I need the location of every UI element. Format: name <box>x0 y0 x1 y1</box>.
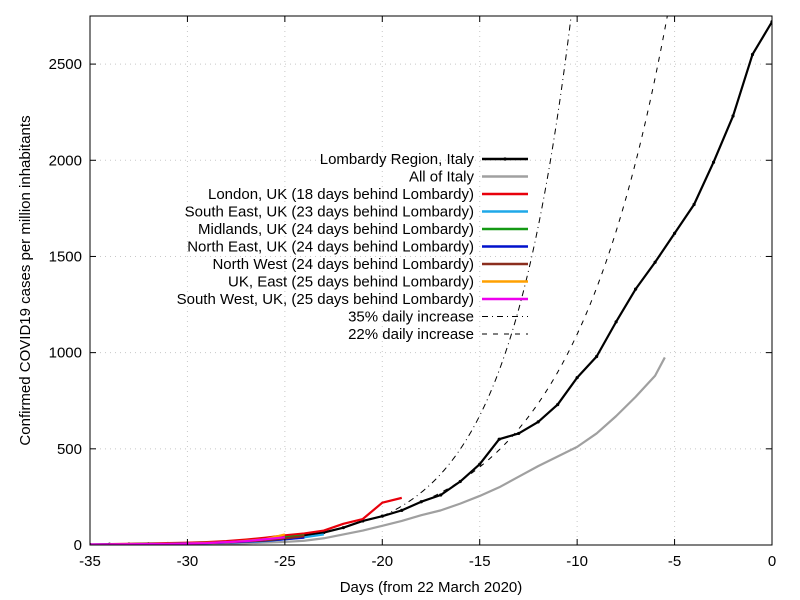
data-point <box>692 202 696 207</box>
data-point <box>458 479 462 484</box>
data-point <box>419 500 423 504</box>
x-tick-label: -20 <box>371 553 393 570</box>
legend-item: Lombardy Region, Italy <box>320 151 528 168</box>
legend-label: 35% daily increase <box>348 309 474 326</box>
data-point <box>575 376 579 380</box>
legend-item: North East, UK (24 days behind Lombardy) <box>187 239 528 256</box>
ticks: -35 -30 -25 -20 -15 -10 -5 0 0 500 1000 1500 2000 250… <box>49 16 776 570</box>
legend-label: 22% daily increase <box>348 326 474 343</box>
x-tick-label: -35 <box>79 553 101 570</box>
legend-label: North West (24 days behind Lombardy) <box>212 256 474 273</box>
legend-item: South East, UK (23 days behind Lombardy) <box>185 204 528 221</box>
data-point <box>400 508 404 512</box>
data-point <box>341 526 345 530</box>
data-point <box>731 114 735 118</box>
legend-item: UK, East (25 days behind Lombardy) <box>228 274 528 291</box>
legend-label: London, UK (18 days behind Lombardy) <box>208 186 474 203</box>
x-axis-label: Days (from 22 March 2020) <box>340 579 523 596</box>
x-tick-label: 0 <box>768 553 776 570</box>
legend-label: South West, UK, (25 days behind Lombardy… <box>177 291 474 308</box>
legend-label: Lombardy Region, Italy <box>320 151 475 168</box>
data-point <box>672 231 677 235</box>
data-point <box>614 320 618 324</box>
data-point <box>634 287 638 291</box>
legend-label: South East, UK (23 days behind Lombardy) <box>185 204 474 221</box>
x-tick-label: -15 <box>469 553 491 570</box>
data-point <box>517 431 521 436</box>
legend-item: 35% daily increase <box>348 309 528 326</box>
y-tick-label: 500 <box>57 441 82 458</box>
data-point <box>750 52 755 57</box>
legend-item: London, UK (18 days behind Lombardy) <box>208 186 528 203</box>
x-tick-label: -30 <box>177 553 199 570</box>
legend-label: All of Italy <box>409 169 475 186</box>
legend-item: 22% daily increase <box>348 326 528 343</box>
series-line <box>90 536 285 545</box>
y-tick-label: 2000 <box>49 152 82 169</box>
series-line <box>382 16 572 517</box>
legend-label: North East, UK (24 days behind Lombardy) <box>187 239 474 256</box>
y-tick-label: 0 <box>74 537 82 554</box>
y-tick-label: 1000 <box>49 345 82 362</box>
series-south-west-uk-25-days-behind-lombardy <box>90 536 285 545</box>
legend-label: UK, East (25 days behind Lombardy) <box>228 274 474 291</box>
legend-item: All of Italy <box>409 169 528 186</box>
legend-item: South West, UK, (25 days behind Lombardy… <box>177 291 528 308</box>
legend-item: North West (24 days behind Lombardy) <box>212 256 528 273</box>
series-layer <box>90 16 772 545</box>
series-line <box>109 496 403 545</box>
series-35-daily-increase <box>382 16 572 517</box>
series-line <box>90 356 666 545</box>
series-22-daily-increase <box>382 16 668 517</box>
y-tick-label: 2500 <box>49 56 82 73</box>
x-tick-label: -10 <box>566 553 588 570</box>
legend-item: Midlands, UK (24 days behind Lombardy) <box>198 221 528 238</box>
data-point <box>478 462 482 466</box>
x-tick-label: -5 <box>668 553 681 570</box>
data-point <box>439 493 443 497</box>
grid <box>90 16 772 545</box>
data-point <box>595 354 599 359</box>
y-tick-label: 1500 <box>49 248 82 265</box>
data-point <box>536 420 540 424</box>
data-point <box>711 160 716 164</box>
data-point <box>497 437 501 441</box>
series-line <box>382 16 668 517</box>
legend-marker <box>503 157 507 161</box>
legend-label: Midlands, UK (24 days behind Lombardy) <box>198 221 474 238</box>
data-point <box>556 402 560 407</box>
series-all-of-italy <box>90 356 666 545</box>
data-point <box>653 260 657 264</box>
x-tick-label: -25 <box>274 553 296 570</box>
y-axis-label: Confirmed COVID19 cases per million inha… <box>17 115 34 445</box>
plot-frame <box>89 15 773 546</box>
series-london-uk-18-days-behind-lombardy <box>109 496 403 545</box>
